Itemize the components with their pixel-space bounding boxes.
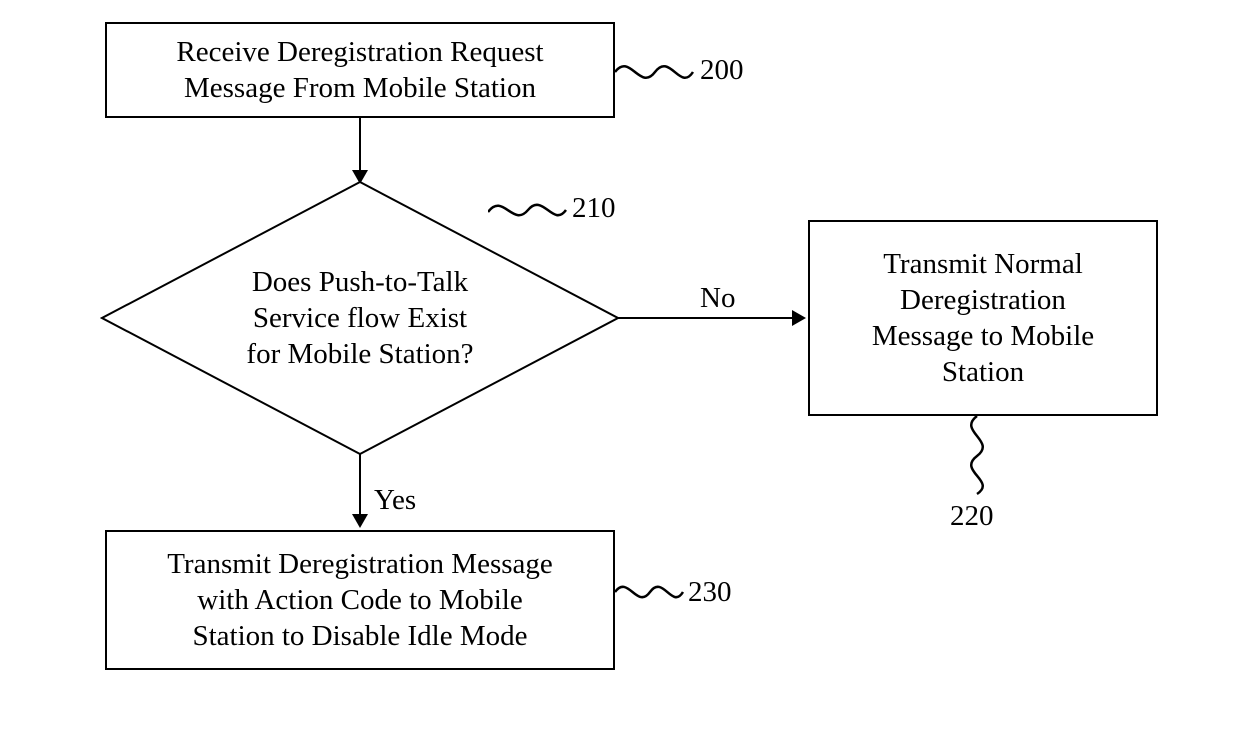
ref-label-220: 220 bbox=[950, 500, 994, 533]
node-text: Deregistration bbox=[900, 284, 1066, 316]
ref-label-230: 230 bbox=[688, 576, 732, 609]
node-text: Station bbox=[942, 356, 1024, 388]
edge-210-220 bbox=[618, 317, 794, 319]
node-text: Service flow Exist bbox=[253, 302, 467, 334]
edge-210-230 bbox=[359, 454, 361, 516]
process-transmit-with-action: Transmit Deregistration Message with Act… bbox=[105, 530, 615, 670]
process-transmit-normal: Transmit Normal Deregistration Message t… bbox=[808, 220, 1158, 416]
ref-label-200: 200 bbox=[700, 54, 744, 87]
ref-label-210: 210 bbox=[572, 192, 616, 225]
node-text: Message to Mobile bbox=[872, 320, 1094, 352]
arrowhead-right bbox=[792, 310, 806, 326]
ref-squiggle-220 bbox=[952, 416, 1002, 501]
edge-200-210 bbox=[359, 118, 361, 172]
node-text: Message From Mobile Station bbox=[184, 72, 536, 104]
node-text: Station to Disable Idle Mode bbox=[192, 620, 527, 652]
ref-squiggle-200 bbox=[615, 52, 695, 97]
node-text: with Action Code to Mobile bbox=[197, 584, 522, 616]
node-text: for Mobile Station? bbox=[246, 338, 473, 370]
flowchart-canvas: Receive Deregistration Request Message F… bbox=[0, 0, 1240, 733]
edge-label-no: No bbox=[700, 282, 735, 315]
ref-squiggle-210 bbox=[488, 188, 568, 233]
node-text: Transmit Normal bbox=[883, 248, 1083, 280]
arrowhead-down bbox=[352, 514, 368, 528]
edge-label-yes: Yes bbox=[374, 484, 416, 517]
node-text: Does Push-to-Talk bbox=[252, 266, 468, 298]
process-receive-dereg: Receive Deregistration Request Message F… bbox=[105, 22, 615, 118]
ref-squiggle-230 bbox=[615, 572, 685, 617]
node-text: Receive Deregistration Request bbox=[176, 36, 543, 68]
node-text: Transmit Deregistration Message bbox=[167, 548, 553, 580]
